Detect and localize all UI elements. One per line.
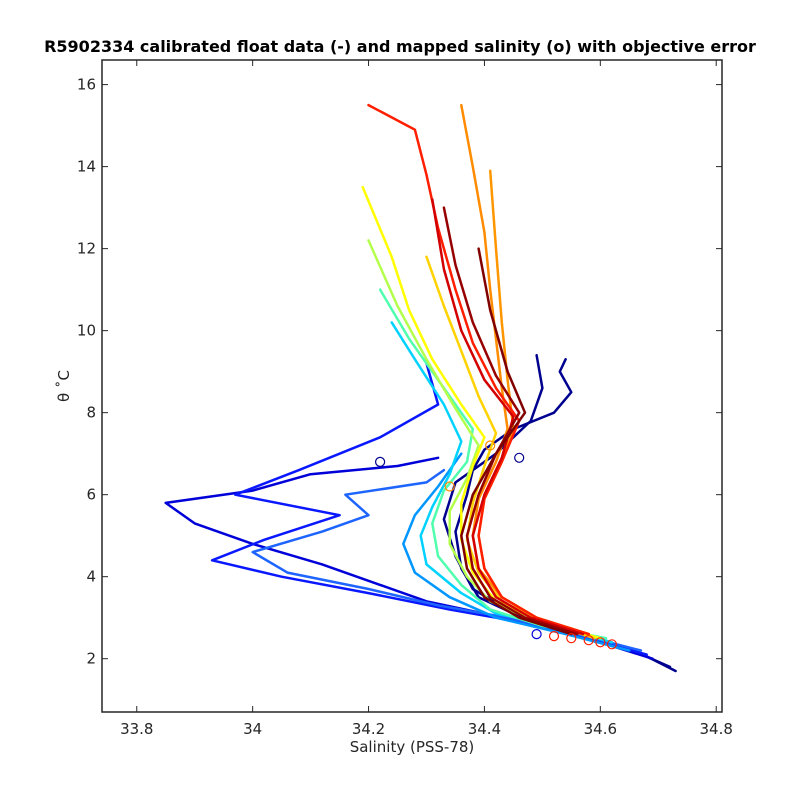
x-tick-label: 34	[243, 720, 262, 738]
mapped-salinity-point	[375, 456, 386, 467]
chart-title: R5902334 calibrated float data (-) and m…	[44, 37, 756, 56]
mapped-salinity-point	[514, 452, 525, 463]
y-tick-label: 4	[86, 568, 96, 586]
plot-frame	[101, 59, 723, 713]
y-tick-label: 10	[77, 322, 96, 340]
x-tick-label: 34.4	[468, 720, 501, 738]
y-tick-label: 16	[77, 76, 96, 94]
x-tick-label: 34.6	[584, 720, 617, 738]
y-tick-label: 14	[77, 158, 96, 176]
y-tick-label: 12	[77, 240, 96, 258]
profile-line-11	[425, 255, 596, 640]
profile-line-13	[477, 169, 590, 636]
mapped-salinity-point	[606, 639, 618, 650]
mapped-salinity-point	[531, 628, 542, 640]
y-tick-label: 8	[86, 404, 96, 422]
x-axis: 33.8 34 34.2 34.4 34.6 34.8	[120, 60, 733, 738]
x-tick-label: 34.8	[700, 720, 733, 738]
profile-line-16	[442, 206, 579, 636]
y-axis-label: θ ˚C	[55, 370, 73, 402]
profile-line-4	[210, 362, 648, 656]
profile-line-5	[251, 468, 643, 652]
mapped-salinity-point	[595, 637, 606, 648]
mapped-salinity-point	[566, 633, 577, 644]
profile-line-6	[402, 452, 631, 652]
profile-line-1	[454, 358, 677, 673]
mapped-salinity-point	[485, 440, 496, 451]
x-axis-label: Salinity (PSS-78)	[350, 738, 475, 756]
profile-line-15	[431, 198, 585, 636]
profile-line-17	[460, 247, 573, 636]
mapped-salinity-point	[548, 630, 560, 642]
mapped-salinity-point	[583, 635, 594, 646]
y-tick-label: 2	[86, 650, 96, 668]
y-axis: 2 4 6 8 10 12 14 16	[77, 76, 722, 668]
profile-lines	[164, 103, 677, 673]
y-tick-label: 6	[86, 486, 96, 504]
x-tick-label: 33.8	[120, 720, 153, 738]
x-tick-label: 34.2	[352, 720, 385, 738]
mapped-salinity-point	[444, 481, 455, 492]
mapped-salinity-markers	[375, 440, 618, 650]
